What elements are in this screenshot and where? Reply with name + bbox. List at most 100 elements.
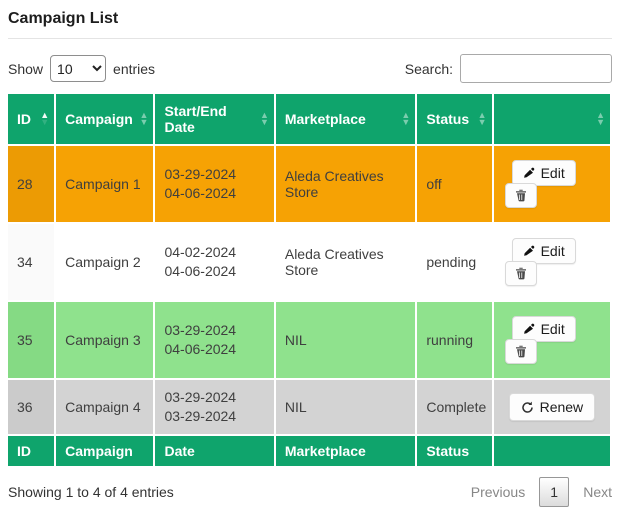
table-row: 28 Campaign 1 03-29-2024 04-06-2024 Aled…: [8, 146, 610, 222]
cell-actions: Edit: [493, 146, 610, 222]
cell-campaign: Campaign 3: [56, 302, 154, 378]
pagination: Previous 1 Next: [471, 477, 612, 507]
entries-summary: Showing 1 to 4 of 4 entries: [8, 484, 174, 500]
next-page-button[interactable]: Next: [583, 484, 612, 500]
cell-status: pending: [417, 224, 492, 300]
column-header-status[interactable]: Status ▲ ▼: [417, 94, 492, 144]
page-title: Campaign List: [8, 10, 119, 27]
footer-header-date: Date: [155, 436, 274, 466]
table-row: 35 Campaign 3 03-29-2024 04-06-2024 NIL …: [8, 302, 610, 378]
column-header-id[interactable]: ID ▲ ▼: [8, 94, 55, 144]
sort-asc-icon: ▲: [259, 110, 269, 120]
trash-icon: [515, 189, 526, 202]
sort-asc-icon: ▲: [139, 110, 149, 120]
edit-button-label: Edit: [540, 321, 565, 337]
footer-header-campaign: Campaign: [56, 436, 154, 466]
cell-marketplace: NIL: [275, 380, 416, 434]
refresh-icon: [521, 401, 533, 413]
previous-page-button[interactable]: Previous: [470, 484, 526, 500]
sort-desc-icon: ▼: [596, 117, 605, 127]
cell-dates: 03-29-2024 04-06-2024: [155, 146, 274, 222]
cell-marketplace: NIL: [275, 302, 416, 378]
table-row: 34 Campaign 2 04-02-2024 04-06-2024 Aled…: [8, 224, 610, 300]
cell-id: 28: [8, 146, 55, 222]
sort-asc-icon: ▲: [401, 110, 411, 120]
show-label: Show: [8, 60, 44, 77]
cell-campaign: Campaign 4: [56, 380, 154, 434]
cell-actions: Edit: [493, 302, 610, 378]
end-date: 04-06-2024: [164, 185, 237, 201]
cell-dates: 04-02-2024 04-06-2024: [155, 224, 274, 300]
trash-icon: [515, 267, 526, 280]
search-input[interactable]: [460, 54, 612, 83]
table-body: 28 Campaign 1 03-29-2024 04-06-2024 Aled…: [8, 146, 610, 434]
pencil-icon: [523, 323, 534, 334]
cell-campaign: Campaign 2: [56, 224, 154, 300]
sort-asc-icon: ▲: [477, 110, 487, 120]
cell-campaign: Campaign 1: [56, 146, 154, 222]
column-header-marketplace[interactable]: Marketplace ▲ ▼: [275, 94, 416, 144]
cell-dates: 03-29-2024 03-29-2024: [155, 380, 274, 434]
start-date: 04-02-2024: [164, 244, 237, 260]
table-row: 36 Campaign 4 03-29-2024 03-29-2024 NIL …: [8, 380, 610, 434]
cell-status: running: [417, 302, 492, 378]
table-controls: Show 10 entries Search:: [8, 54, 612, 83]
sort-desc-icon: ▼: [40, 117, 50, 127]
page-length-control: Show 10 entries: [8, 55, 155, 82]
cell-id: 35: [8, 302, 55, 378]
entries-label: entries: [113, 60, 156, 77]
sort-desc-icon: ▼: [139, 117, 149, 127]
start-date: 03-29-2024: [164, 322, 237, 338]
table-foot: ID Campaign Date Marketplace Status: [8, 436, 610, 466]
edit-button[interactable]: Edit: [511, 316, 576, 342]
renew-button[interactable]: Renew: [508, 393, 596, 421]
column-header-actions[interactable]: ▲ ▼: [493, 94, 610, 144]
edit-button-label: Edit: [540, 165, 565, 181]
end-date: 04-06-2024: [164, 341, 237, 357]
sort-desc-icon: ▼: [477, 117, 487, 127]
column-header-start-end-date[interactable]: Start/End Date ▲ ▼: [155, 94, 274, 144]
table-head: ID ▲ ▼ Campaign ▲ ▼ Start/End Date: [8, 94, 610, 144]
delete-button[interactable]: [504, 339, 537, 364]
cell-marketplace: Aleda Creatives Store: [275, 224, 416, 300]
cell-dates: 03-29-2024 04-06-2024: [155, 302, 274, 378]
start-date: 03-29-2024: [164, 389, 237, 405]
footer-header-id: ID: [8, 436, 55, 466]
edit-button-label: Edit: [540, 243, 565, 259]
renew-button-label: Renew: [539, 399, 584, 415]
header-row: ID ▲ ▼ Campaign ▲ ▼ Start/End Date: [8, 94, 610, 144]
search-control: Search:: [405, 54, 612, 83]
delete-button[interactable]: [504, 261, 537, 286]
start-date: 03-29-2024: [164, 166, 237, 182]
column-header-campaign[interactable]: Campaign ▲ ▼: [56, 94, 154, 144]
edit-button[interactable]: Edit: [511, 160, 576, 186]
cell-actions: Edit: [493, 224, 610, 300]
page-length-select[interactable]: 10: [50, 55, 107, 82]
footer-header-marketplace: Marketplace: [275, 436, 416, 466]
end-date: 04-06-2024: [164, 263, 237, 279]
cell-id: 34: [8, 224, 55, 300]
end-date: 03-29-2024: [164, 408, 237, 424]
cell-id: 36: [8, 380, 55, 434]
sort-desc-icon: ▼: [259, 117, 269, 127]
footer-header-actions: [493, 436, 610, 466]
campaign-table: ID ▲ ▼ Campaign ▲ ▼ Start/End Date: [6, 92, 612, 468]
sort-asc-icon: ▲: [596, 110, 605, 120]
search-label: Search:: [404, 60, 453, 77]
current-page-button[interactable]: 1: [539, 477, 570, 507]
cell-marketplace: Aleda Creatives Store: [275, 146, 416, 222]
sort-asc-icon: ▲: [40, 110, 50, 120]
cell-actions: Renew: [493, 380, 610, 434]
title-divider: [8, 38, 612, 39]
edit-button[interactable]: Edit: [511, 238, 576, 264]
pencil-icon: [523, 245, 534, 256]
cell-status: Complete: [417, 380, 492, 434]
pencil-icon: [523, 167, 534, 178]
footer-row: ID Campaign Date Marketplace Status: [8, 436, 610, 466]
cell-status: off: [417, 146, 492, 222]
table-footer-bar: Showing 1 to 4 of 4 entries Previous 1 N…: [8, 477, 612, 507]
footer-header-status: Status: [417, 436, 492, 466]
trash-icon: [515, 345, 526, 358]
delete-button[interactable]: [504, 183, 537, 208]
